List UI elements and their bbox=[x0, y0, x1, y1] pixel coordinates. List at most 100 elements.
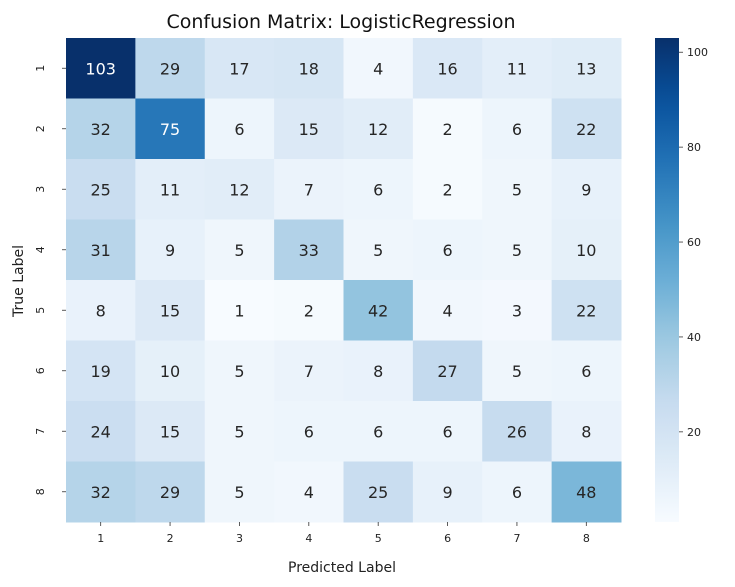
cell-value-label: 42 bbox=[368, 301, 388, 320]
heatmap-cell bbox=[66, 219, 136, 281]
heatmap-cell bbox=[343, 38, 414, 99]
y-tick-label: 6 bbox=[34, 367, 47, 374]
cell-value-label: 12 bbox=[368, 120, 388, 139]
heatmap-cell bbox=[135, 280, 206, 341]
cell-value-label: 6 bbox=[304, 422, 314, 441]
cell-value-label: 103 bbox=[85, 59, 116, 78]
heatmap-cell bbox=[135, 219, 206, 281]
cell-value-label: 22 bbox=[576, 301, 596, 320]
heatmap-cell bbox=[204, 159, 275, 220]
heatmap-cell bbox=[274, 340, 344, 402]
colorbar-tick-label: 80 bbox=[687, 141, 701, 154]
chart-title: Confusion Matrix: LogisticRegression bbox=[166, 11, 515, 33]
heatmap-cell bbox=[204, 401, 275, 462]
y-tick-label: 4 bbox=[34, 246, 47, 253]
cell-value-label: 6 bbox=[512, 120, 522, 139]
heatmap-cell bbox=[482, 219, 553, 281]
cell-value-label: 12 bbox=[229, 180, 249, 199]
heatmap-cell bbox=[66, 401, 136, 462]
x-tick-label: 8 bbox=[583, 532, 590, 545]
heatmap-cell bbox=[343, 340, 414, 402]
cell-value-label: 33 bbox=[299, 241, 319, 260]
cell-value-label: 2 bbox=[442, 120, 452, 139]
heatmap-cell bbox=[66, 340, 136, 402]
cell-value-label: 2 bbox=[304, 301, 314, 320]
x-tick-label: 6 bbox=[444, 532, 451, 545]
x-tick-label: 5 bbox=[375, 532, 382, 545]
cell-value-label: 10 bbox=[576, 241, 596, 260]
heatmap-cell bbox=[412, 159, 483, 220]
cell-value-label: 6 bbox=[373, 422, 383, 441]
heatmap-cell bbox=[343, 280, 414, 341]
heatmap-cell bbox=[135, 340, 206, 402]
cell-value-label: 6 bbox=[373, 180, 383, 199]
cell-value-label: 4 bbox=[373, 59, 383, 78]
heatmap-cell bbox=[412, 219, 483, 281]
heatmap-cell bbox=[66, 280, 136, 341]
cell-value-label: 29 bbox=[160, 483, 180, 502]
cell-value-label: 27 bbox=[437, 362, 457, 381]
colorbar-tick-label: 40 bbox=[687, 331, 701, 344]
heatmap-cell bbox=[551, 159, 622, 220]
x-axis-ticks: 1 2 3 4 5 6 7 8 bbox=[97, 522, 590, 545]
heatmap-cell bbox=[66, 98, 136, 160]
heatmap-cell bbox=[66, 159, 136, 220]
cell-value-label: 11 bbox=[160, 180, 180, 199]
heatmap-cell bbox=[204, 280, 275, 341]
cell-value-label: 7 bbox=[304, 180, 314, 199]
y-tick-label: 5 bbox=[34, 307, 47, 314]
cell-value-label: 2 bbox=[442, 180, 452, 199]
cell-value-label: 25 bbox=[91, 180, 111, 199]
heatmap-cell bbox=[551, 461, 622, 523]
cell-value-label: 25 bbox=[368, 483, 388, 502]
cell-value-label: 5 bbox=[373, 241, 383, 260]
heatmap-cell bbox=[412, 461, 483, 523]
cell-value-label: 4 bbox=[442, 301, 452, 320]
y-tick-label: 7 bbox=[34, 428, 47, 435]
cell-value-label: 11 bbox=[507, 59, 527, 78]
heatmap-cell bbox=[412, 280, 483, 341]
heatmap-cell bbox=[204, 38, 275, 99]
heatmap-cell bbox=[135, 98, 206, 160]
cell-value-label: 18 bbox=[299, 59, 319, 78]
heatmap-cell bbox=[482, 401, 553, 462]
cell-value-label: 6 bbox=[442, 422, 452, 441]
cell-value-label: 75 bbox=[160, 120, 180, 139]
cell-value-label: 32 bbox=[91, 483, 111, 502]
cell-value-label: 3 bbox=[512, 301, 522, 320]
heatmap-cell bbox=[135, 38, 206, 99]
cell-value-label: 6 bbox=[234, 120, 244, 139]
cell-value-label: 6 bbox=[442, 241, 452, 260]
cell-value-label: 15 bbox=[160, 301, 180, 320]
heatmap-cell bbox=[412, 401, 483, 462]
heatmap-cell bbox=[551, 280, 622, 341]
heatmap-cell bbox=[482, 98, 553, 160]
heatmap-cell bbox=[343, 219, 414, 281]
heatmap-cell bbox=[551, 38, 622, 99]
heatmap-cell bbox=[343, 159, 414, 220]
y-axis-ticks: 1 2 3 4 5 6 7 8 bbox=[34, 65, 66, 495]
x-tick-label: 7 bbox=[513, 532, 520, 545]
heatmap-cell bbox=[482, 461, 553, 523]
cell-value-label: 5 bbox=[234, 241, 244, 260]
heatmap-cell bbox=[551, 98, 622, 160]
cell-value-label: 26 bbox=[507, 422, 527, 441]
y-axis-label: True Label bbox=[11, 245, 27, 318]
cell-value-label: 22 bbox=[576, 120, 596, 139]
heatmap-cell bbox=[412, 38, 483, 99]
x-tick-label: 2 bbox=[167, 532, 174, 545]
cell-value-label: 7 bbox=[304, 362, 314, 381]
x-tick-label: 1 bbox=[97, 532, 104, 545]
cell-value-label: 8 bbox=[96, 301, 106, 320]
cell-value-label: 5 bbox=[234, 362, 244, 381]
cell-value-label: 5 bbox=[512, 180, 522, 199]
cell-value-label: 1 bbox=[234, 301, 244, 320]
heatmap-cell bbox=[551, 219, 622, 281]
colorbar-tick-label: 20 bbox=[687, 426, 701, 439]
cell-value-label: 5 bbox=[512, 241, 522, 260]
cell-value-label: 24 bbox=[91, 422, 111, 441]
heatmap-cell bbox=[551, 401, 622, 462]
colorbar-ticks: 20 40 60 80 100 bbox=[679, 46, 708, 439]
